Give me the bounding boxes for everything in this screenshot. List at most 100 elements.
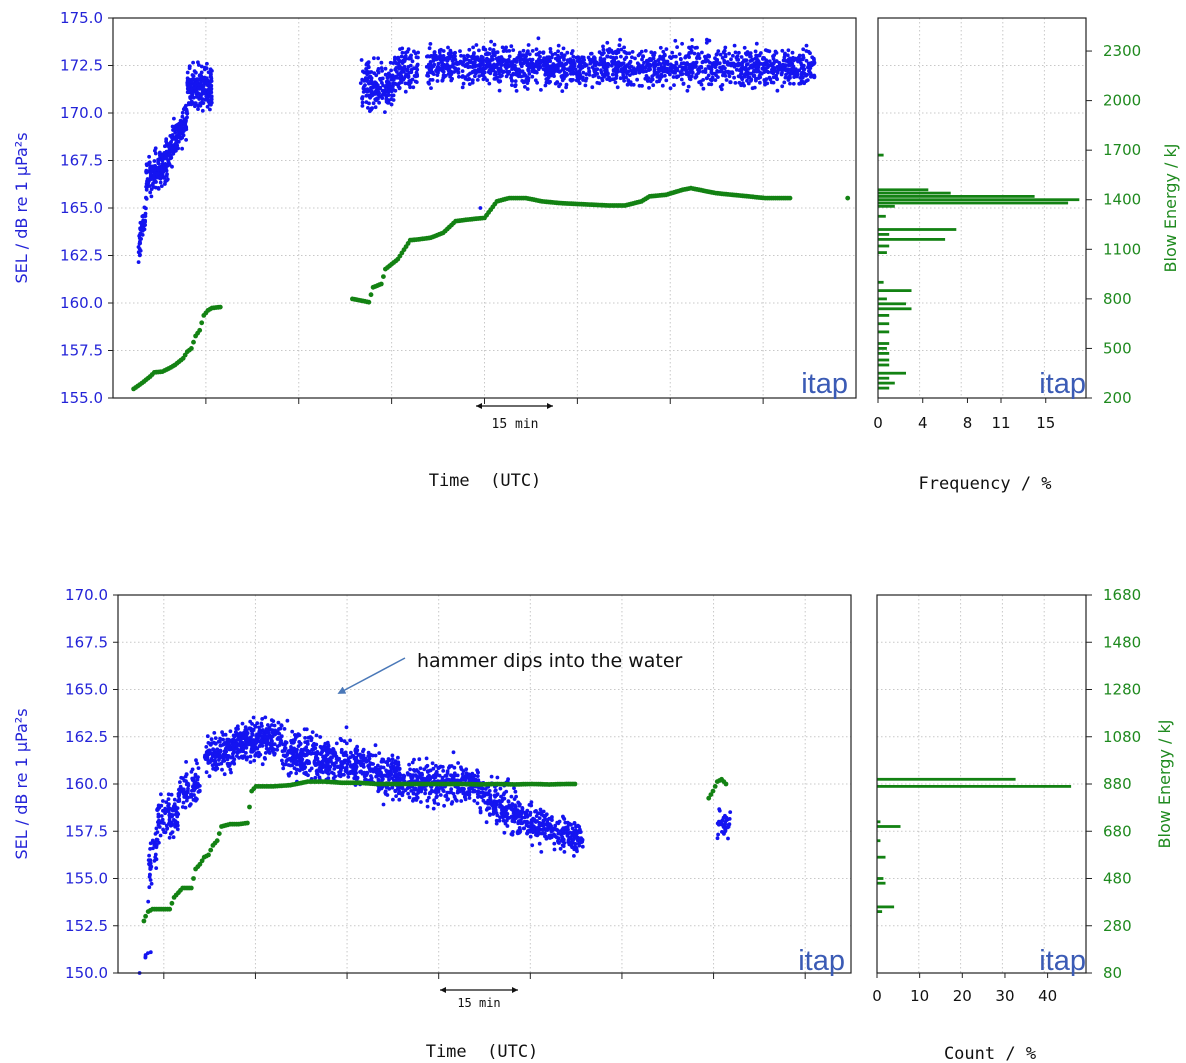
- energy-point: [199, 320, 205, 326]
- sel-point: [217, 762, 222, 766]
- sel-point: [394, 777, 399, 782]
- sel-point: [772, 68, 777, 73]
- sel-point: [720, 70, 725, 74]
- sel-point: [318, 744, 323, 749]
- sel-point: [639, 67, 643, 71]
- sel-point: [196, 107, 200, 111]
- hist-bar: [878, 238, 946, 241]
- sel-point: [153, 151, 158, 156]
- sel-point: [489, 774, 494, 779]
- sel-point: [196, 766, 201, 770]
- sel-point: [543, 72, 548, 77]
- sel-point: [435, 65, 440, 70]
- sel-point: [245, 731, 250, 735]
- sel-point: [377, 100, 381, 105]
- sel-point: [671, 75, 676, 79]
- sel-point: [780, 84, 785, 89]
- sel-point: [326, 743, 331, 747]
- sel-point: [369, 107, 373, 112]
- sel-point: [502, 811, 507, 815]
- sel-point: [459, 799, 464, 803]
- sel-point: [425, 798, 430, 803]
- sel-point: [162, 830, 167, 834]
- sel-point: [148, 847, 153, 851]
- sel-point: [481, 77, 486, 82]
- sel-point: [635, 77, 639, 82]
- sel-point: [685, 88, 690, 93]
- right-y-tick-label: 500: [1103, 339, 1132, 357]
- sel-point: [653, 64, 658, 68]
- sel-point: [427, 795, 431, 800]
- sel-point: [506, 799, 511, 803]
- sel-point: [295, 734, 300, 738]
- sel-point: [153, 855, 158, 860]
- sel-point: [432, 62, 437, 67]
- sel-point: [462, 56, 467, 61]
- sel-point: [409, 53, 413, 58]
- sel-point: [411, 85, 416, 90]
- sel-point: [491, 63, 496, 68]
- sel-point: [683, 65, 688, 70]
- sel-point: [225, 754, 230, 758]
- sel-point: [617, 43, 622, 48]
- sel-point: [694, 73, 699, 77]
- sel-point: [260, 724, 264, 728]
- sel-point: [441, 769, 446, 773]
- sel-point: [692, 51, 697, 56]
- sel-point: [397, 81, 402, 86]
- sel-point: [500, 45, 505, 50]
- sel-point: [245, 738, 250, 743]
- sel-point: [299, 747, 304, 752]
- sel-point: [543, 69, 548, 73]
- sel-point: [509, 794, 514, 799]
- sel-point: [750, 86, 755, 91]
- sel-point: [690, 38, 694, 42]
- sel-point: [171, 835, 176, 840]
- sel-point: [427, 81, 431, 86]
- sel-point: [545, 60, 549, 65]
- sel-point: [758, 80, 762, 85]
- sel-point: [147, 885, 152, 890]
- sel-point: [612, 61, 617, 65]
- sel-point: [572, 821, 577, 825]
- sel-point: [645, 78, 650, 82]
- sel-point: [154, 826, 159, 831]
- sel-point: [507, 59, 511, 64]
- sel-point: [715, 58, 719, 62]
- sel-point: [386, 93, 391, 97]
- sel-point: [663, 73, 667, 78]
- sel-point: [411, 798, 415, 803]
- sel-point: [781, 66, 786, 70]
- sel-point: [256, 754, 261, 759]
- sel-point: [481, 790, 486, 795]
- sel-point: [148, 841, 153, 846]
- sel-point: [732, 43, 737, 48]
- sel-point: [572, 63, 577, 68]
- sel-point: [363, 83, 367, 87]
- sel-point: [354, 755, 359, 760]
- sel-point: [533, 69, 538, 74]
- sel-point: [557, 59, 562, 64]
- sel-point: [680, 41, 684, 46]
- sel-point: [136, 245, 141, 249]
- sel-point: [475, 774, 480, 778]
- sel-point: [487, 789, 492, 793]
- sel-point: [311, 747, 316, 752]
- sel-point: [727, 74, 732, 79]
- sel-point: [169, 149, 174, 154]
- sel-point: [428, 42, 433, 46]
- sel-point: [148, 878, 153, 882]
- energy-point: [217, 304, 223, 310]
- sel-point: [444, 773, 449, 778]
- sel-point: [623, 67, 628, 71]
- sel-point: [280, 758, 284, 763]
- sel-point: [630, 50, 635, 54]
- hist-bar: [878, 358, 890, 362]
- sel-point: [173, 130, 178, 135]
- sel-point: [178, 780, 182, 784]
- sel-point: [185, 70, 190, 75]
- sel-point: [571, 845, 575, 850]
- sel-point: [437, 787, 441, 791]
- sel-point: [191, 101, 196, 106]
- energy-point: [167, 906, 173, 912]
